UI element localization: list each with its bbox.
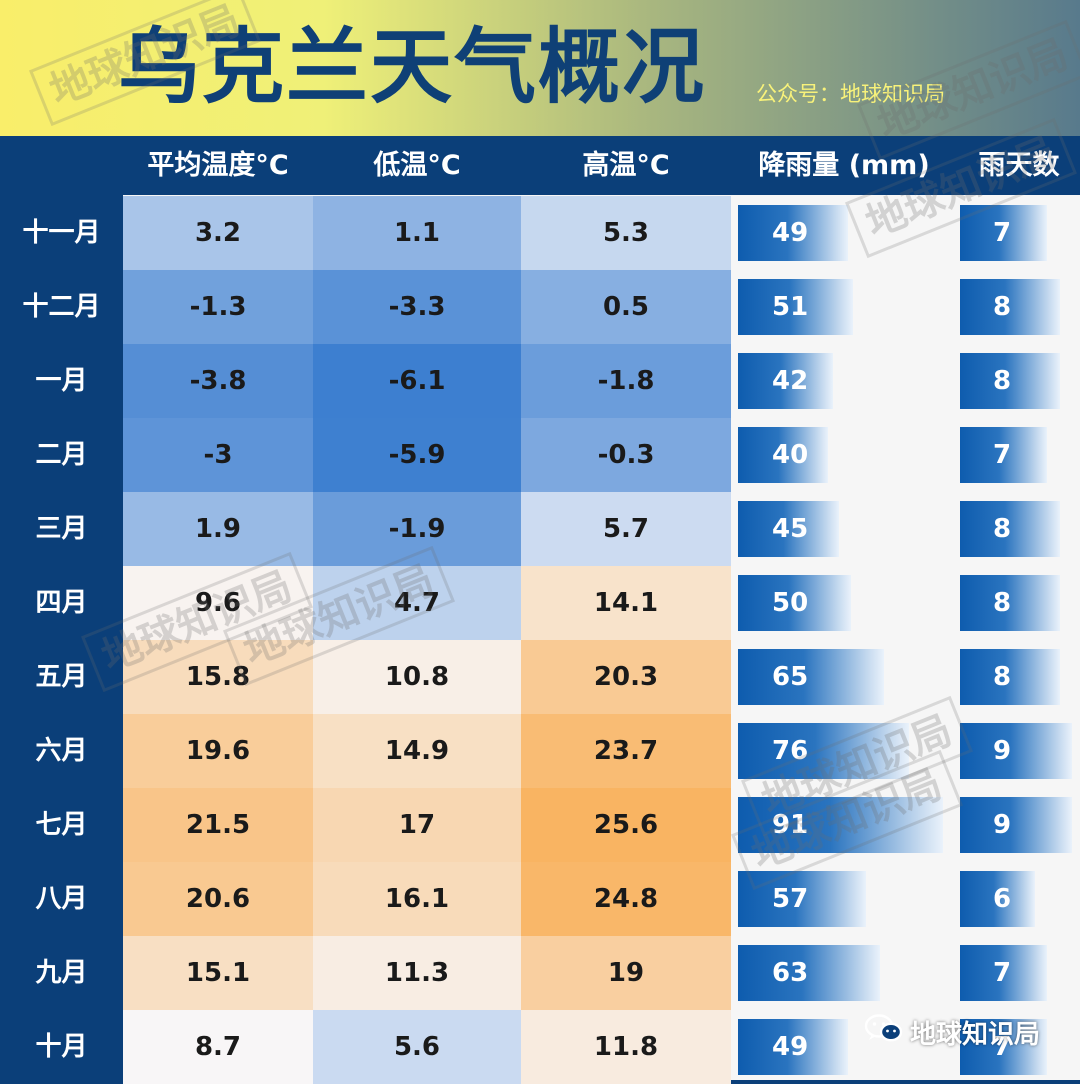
temperature-cell: 23.7 — [521, 714, 731, 788]
temperature-cell: 20.3 — [521, 640, 731, 714]
rain-days-bar: 9 — [960, 797, 1072, 853]
column-header: 平均温度°C — [147, 150, 289, 181]
rainfall-bar: 49 — [738, 205, 848, 261]
temperature-cell: 5.3 — [521, 196, 731, 270]
temperature-cell: 1.9 — [123, 492, 313, 566]
temperature-cell: 21.5 — [123, 788, 313, 862]
temperature-cell: 3.2 — [123, 196, 313, 270]
temperature-cell: 9.6 — [123, 566, 313, 640]
temperature-cell: -3.8 — [123, 344, 313, 418]
temperature-cell: 24.8 — [521, 862, 731, 936]
temperature-cell: -1.8 — [521, 344, 731, 418]
rain-days-bar: 7 — [960, 427, 1047, 483]
temperature-cell: 15.8 — [123, 640, 313, 714]
rain-days-bar: 7 — [960, 945, 1047, 1001]
rainfall-bar: 40 — [738, 427, 828, 483]
rainfall-bar: 51 — [738, 279, 853, 335]
rainfall-bar: 63 — [738, 945, 880, 1001]
temperature-cell: -6.1 — [313, 344, 521, 418]
month-label: 五月 — [35, 662, 88, 692]
temperature-cell: 14.1 — [521, 566, 731, 640]
temperature-cell: 15.1 — [123, 936, 313, 1010]
temperature-cell: 5.6 — [313, 1010, 521, 1084]
temperature-cell: -3 — [123, 418, 313, 492]
temperature-cell: 11.3 — [313, 936, 521, 1010]
rainfall-bar: 91 — [738, 797, 943, 853]
month-label: 十二月 — [22, 292, 101, 322]
month-label: 一月 — [35, 366, 88, 396]
account-label: 公众号：地球知识局 — [756, 82, 945, 106]
month-label: 十月 — [35, 1032, 88, 1062]
temperature-cell: -5.9 — [313, 418, 521, 492]
rainfall-bar: 49 — [738, 1019, 848, 1075]
rain-days-bar: 8 — [960, 575, 1060, 631]
rainfall-bar: 45 — [738, 501, 839, 557]
column-header: 低温°C — [373, 150, 461, 181]
rain-days-bar: 9 — [960, 723, 1072, 779]
temperature-cell: 1.1 — [313, 196, 521, 270]
column-header: 降雨量 (mm) — [758, 150, 930, 181]
footer-brand-text: 地球知识局 — [910, 1019, 1041, 1050]
rain-days-bar: 7 — [960, 205, 1047, 261]
rain-days-bar: 6 — [960, 871, 1035, 927]
month-label: 九月 — [35, 958, 88, 988]
rain-days-bar: 8 — [960, 279, 1060, 335]
temperature-cell: 19 — [521, 936, 731, 1010]
page-title: 乌克兰天气概况 — [118, 20, 707, 115]
temperature-cell: 25.6 — [521, 788, 731, 862]
temperature-cell: 20.6 — [123, 862, 313, 936]
rainfall-bar: 76 — [738, 723, 909, 779]
temperature-cell: 0.5 — [521, 270, 731, 344]
temperature-cell: 16.1 — [313, 862, 521, 936]
header-banner: 乌克兰天气概况 公众号：地球知识局 — [0, 0, 1080, 136]
month-label: 六月 — [35, 736, 88, 766]
temperature-cell: -1.9 — [313, 492, 521, 566]
rainfall-bar: 65 — [738, 649, 884, 705]
rainfall-bar: 42 — [738, 353, 833, 409]
temperature-cell: -1.3 — [123, 270, 313, 344]
footer-brand: 地球知识局 — [864, 1013, 1041, 1052]
month-label: 四月 — [35, 588, 88, 618]
temperature-cell: 5.7 — [521, 492, 731, 566]
month-label: 三月 — [35, 514, 88, 544]
month-label: 七月 — [35, 810, 88, 840]
rainfall-bar: 57 — [738, 871, 866, 927]
month-label: 十一月 — [22, 218, 101, 248]
temperature-cell: 11.8 — [521, 1010, 731, 1084]
temperature-cell: 8.7 — [123, 1010, 313, 1084]
temperature-cell: 4.7 — [313, 566, 521, 640]
rainfall-bar: 50 — [738, 575, 851, 631]
month-label: 二月 — [35, 440, 88, 470]
temperature-cell: 10.8 — [313, 640, 521, 714]
temperature-cell: -3.3 — [313, 270, 521, 344]
column-header: 高温°C — [582, 150, 670, 181]
wechat-icon — [864, 1013, 904, 1052]
rain-days-bar: 8 — [960, 649, 1060, 705]
temperature-cell: -0.3 — [521, 418, 731, 492]
temperature-cell: 17 — [313, 788, 521, 862]
temperature-cell: 14.9 — [313, 714, 521, 788]
column-header: 雨天数 — [978, 150, 1060, 181]
month-label: 八月 — [35, 884, 88, 914]
rain-days-bar: 7 — [960, 1019, 1047, 1075]
temperature-cell: 19.6 — [123, 714, 313, 788]
rain-days-bar: 8 — [960, 353, 1060, 409]
rain-days-bar: 8 — [960, 501, 1060, 557]
